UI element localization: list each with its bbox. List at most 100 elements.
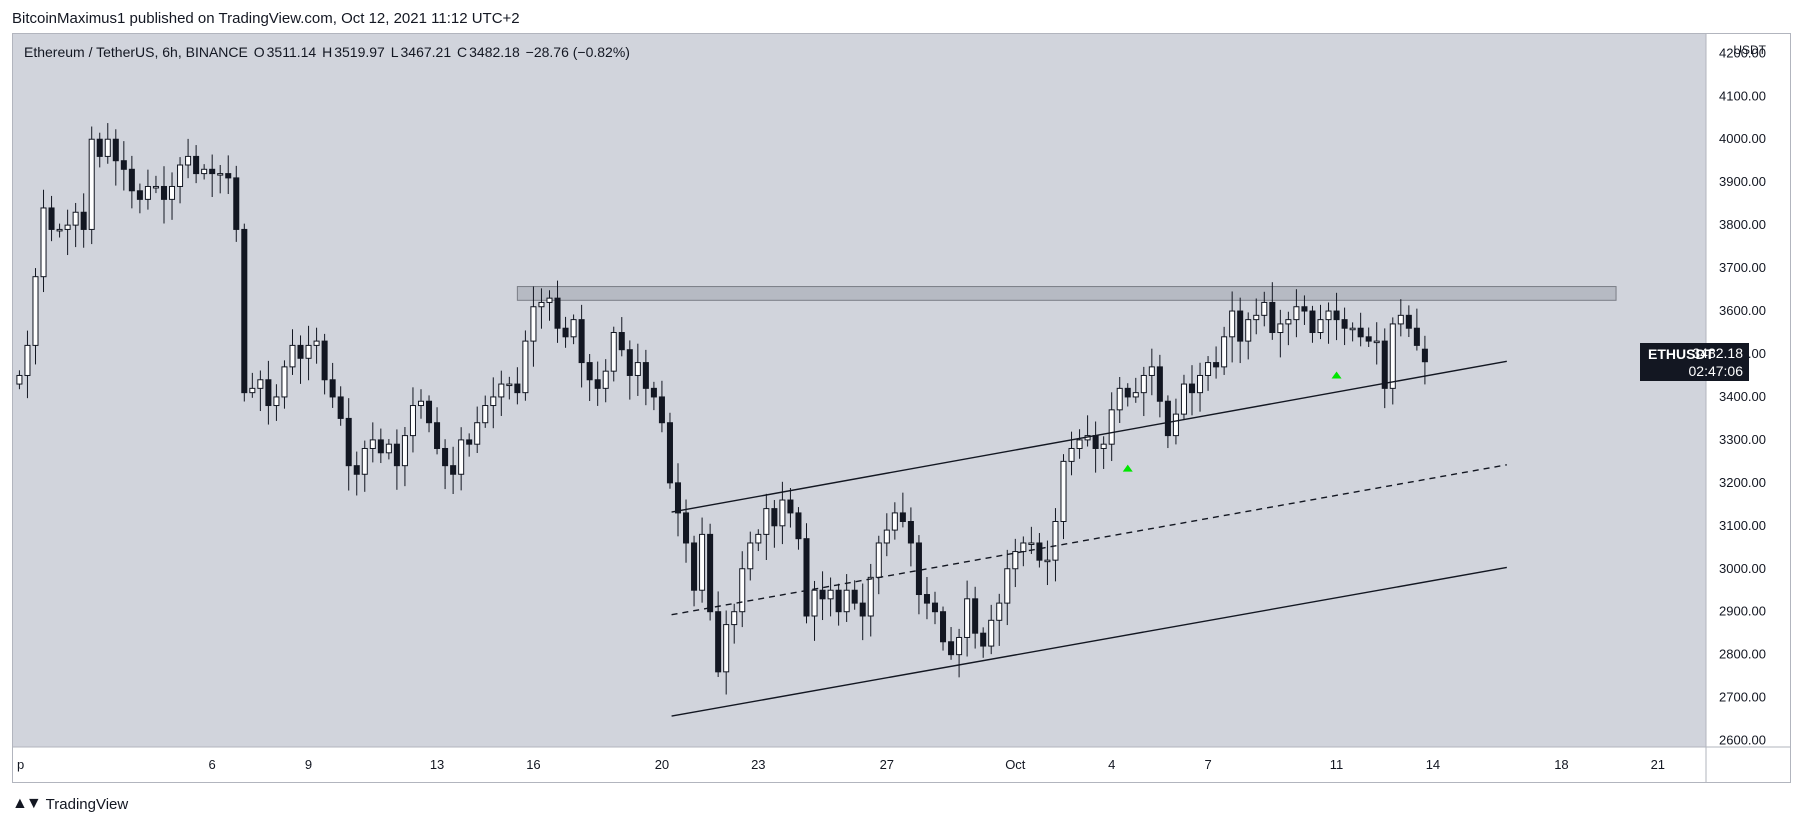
candle-body [369,439,376,449]
candle-body [466,439,473,445]
candle-body [594,379,601,389]
candle-body [458,439,465,475]
candle-body [1341,319,1348,329]
candle-body [562,327,569,338]
candle-body [329,379,336,398]
candle-body [1309,310,1316,334]
candle-body [1301,306,1308,312]
x-axis-tick-label: Oct [1005,757,1026,772]
y-axis-tick-label: 3600.00 [1719,303,1766,318]
candle-body [980,632,987,647]
y-axis-tick-label: 3800.00 [1719,217,1766,232]
x-axis-tick-label: 6 [209,757,216,772]
candle-body [1237,310,1244,342]
candle-body [779,499,786,527]
y-axis-tick-label: 4000.00 [1719,131,1766,146]
candle-body [1229,310,1236,338]
chart-panel[interactable]: USDT 4200.00 4100.00 4000.00 3900.00 3800.00 3… [12,33,1791,783]
candle-body [1381,340,1388,389]
price-label-symbol: ETHUSDT [1648,346,1715,362]
candle-body [337,396,344,419]
candle-body [964,598,971,638]
candle-body [1100,443,1107,449]
y-axis-tick-label: 2800.00 [1719,647,1766,662]
close-key: C [457,44,468,60]
x-axis-tick-label: 20 [655,757,669,772]
candle-body [803,538,810,617]
price-label-countdown: 02:47:06 [1688,363,1744,379]
candle-body [193,155,200,175]
candle-body [691,542,698,591]
y-axis-tick-label: 4100.00 [1719,88,1766,103]
open-value: 3511.14 [266,44,317,60]
candle-body [723,624,730,673]
channel-lower-line [671,566,1507,717]
y-axis-tick-label: 3400.00 [1719,389,1766,404]
candle-body [64,224,71,230]
candle-body [321,340,328,381]
footer-brand-text: TradingView [45,795,129,813]
candle-body [273,396,280,407]
candle-body [265,379,272,407]
candle-body [313,340,320,346]
candle-body [1421,348,1428,363]
candle-body [956,636,963,656]
symbol-title: Ethereum / TetherUS, 6h, BINANCE [24,44,248,60]
candle-body [1213,362,1220,368]
candle-body [771,508,778,527]
candle-body [160,185,168,200]
y-axis-tick-label: 3000.00 [1719,561,1766,576]
candle-body [490,396,497,407]
candle-body [586,362,593,381]
candle-body [1132,392,1139,398]
candle-body [988,619,995,647]
candle-body [482,405,489,424]
candle-body [385,443,392,454]
candle-body [1293,306,1300,321]
tradingview-logo-icon: ▲▼ [12,795,42,812]
candle-body [345,417,352,467]
candle-body [674,482,682,514]
candle-body [177,164,184,187]
candle-body [1012,551,1019,570]
candle-body [907,521,914,544]
candle-body [538,301,545,308]
candle-body [1365,336,1372,342]
x-axis-tick-label: 4 [1108,757,1115,772]
candle-body [731,611,738,626]
candle-body [1405,314,1412,329]
candle-body [56,228,63,232]
x-axis-tick-label: 9 [305,757,312,772]
candle-body [867,576,874,617]
candle-body [152,185,159,189]
candle-body [136,190,143,200]
candle-body [1180,383,1187,415]
candle-body [185,155,192,166]
candle-body [514,383,521,394]
candle-body [1261,301,1268,316]
candle-body [474,422,481,445]
y-axis-tick-label: 3900.00 [1719,174,1766,189]
candle-body [699,533,706,591]
plot-background [13,34,1706,747]
candle-body [602,370,609,389]
candle-body [1076,439,1083,449]
y-axis-tick-label: 4200.00 [1719,45,1766,60]
candle-body [80,211,87,230]
footer-brand[interactable]: ▲▼ TradingView [12,795,128,813]
x-axis-tick-label: 21 [1651,757,1665,772]
price-axis-area [1706,34,1790,747]
candle-body [795,512,802,540]
last-price-label: ETHUSDT 3482.18 02:47:06 [1640,343,1749,381]
candle-body [554,297,561,329]
support-marker-triangle [1331,371,1342,379]
candle-body [498,383,505,398]
candle-body [1221,336,1228,368]
candle-body [1333,310,1340,321]
candle-body [1124,387,1131,398]
candle-body [626,349,633,376]
candle-body [1349,327,1356,331]
candle-body [940,611,947,643]
channel-upper-line [671,360,1507,513]
